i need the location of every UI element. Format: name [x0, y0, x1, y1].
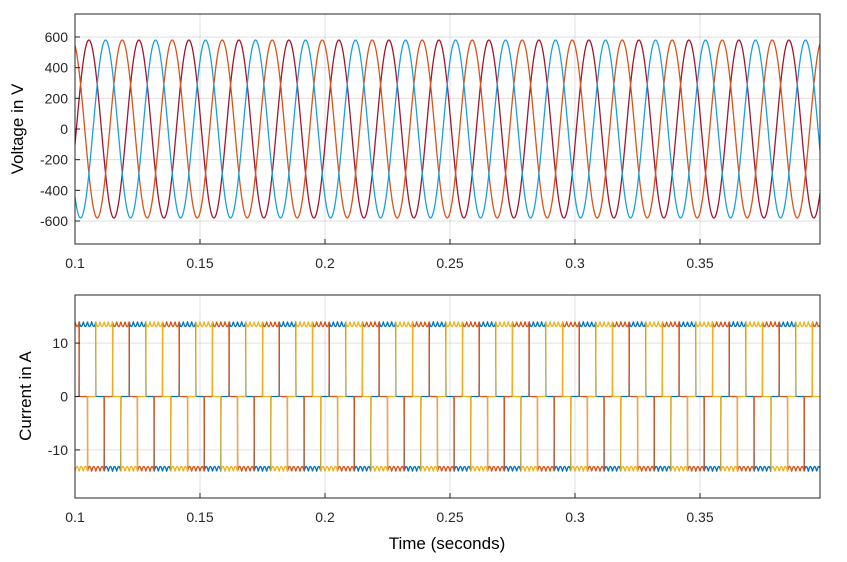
voltage-x-tick-label: 0.35 — [686, 255, 713, 271]
current-x-tick-label: 0.3 — [565, 509, 585, 525]
voltage-y-tick-label: 0 — [60, 121, 68, 137]
voltage-y-tick-label: 200 — [45, 90, 69, 106]
voltage-y-tick-label: -200 — [40, 152, 68, 168]
current-x-tick-label: 0.2 — [315, 509, 335, 525]
voltage-x-tick-label: 0.3 — [565, 255, 585, 271]
voltage-y-tick-label: -400 — [40, 182, 68, 198]
voltage-x-ticks: 0.1 0.15 0.2 0.25 0.3 0.35 — [65, 239, 714, 271]
current-x-tick-label: 0.35 — [686, 509, 713, 525]
current-x-tick-label: 0.15 — [186, 509, 213, 525]
voltage-plot-area — [74, 13, 821, 245]
current-x-ticks: 0.1 0.15 0.2 0.25 0.3 0.35 — [65, 493, 714, 525]
voltage-x-tick-label: 0.25 — [436, 255, 463, 271]
voltage-series-phase-3 — [74, 39, 821, 219]
voltage-x-tick-label: 0.2 — [315, 255, 335, 271]
current-x-axis-label: Time (seconds) — [389, 534, 506, 553]
current-y-tick-label: -10 — [48, 442, 68, 458]
current-series-phase-2 — [74, 321, 821, 472]
current-series-phase-3 — [74, 321, 821, 472]
voltage-y-ticks: -600 -400 -200 0 200 400 600 — [40, 29, 80, 229]
voltage-series-phase-2 — [74, 39, 821, 219]
voltage-y-tick-label: 400 — [45, 60, 69, 76]
current-x-tick-label: 0.1 — [65, 509, 85, 525]
current-x-tick-label: 0.25 — [436, 509, 463, 525]
voltage-y-tick-label: 600 — [45, 29, 69, 45]
current-plot: -10 0 10 0.1 0.15 0.2 0.25 0.3 0.35 Current in … — [16, 294, 821, 553]
voltage-x-tick-label: 0.1 — [65, 255, 85, 271]
voltage-plot: -600 -400 -200 0 200 400 600 0.1 0.15 0.2 0.25 0.3… — [8, 13, 821, 271]
voltage-x-tick-label: 0.15 — [186, 255, 213, 271]
current-y-ticks: -10 0 10 — [48, 335, 80, 458]
voltage-y-tick-label: -600 — [40, 213, 68, 229]
current-y-tick-label: 0 — [60, 389, 68, 405]
voltage-y-axis-label: Voltage in V — [8, 83, 27, 174]
current-y-tick-label: 10 — [52, 335, 68, 351]
current-y-axis-label: Current in A — [16, 350, 35, 440]
